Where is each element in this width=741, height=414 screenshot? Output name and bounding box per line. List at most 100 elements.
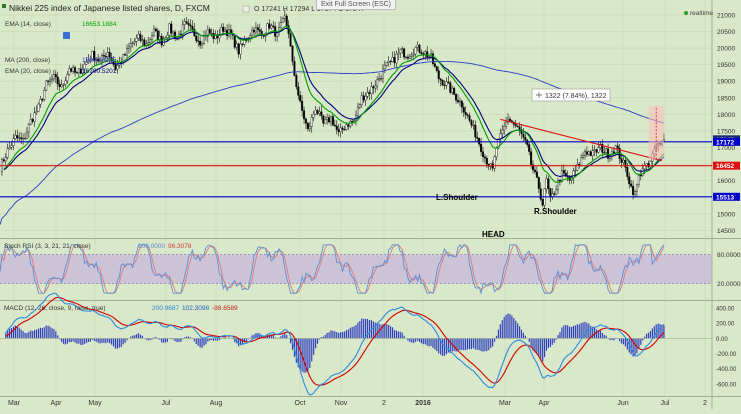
macd-histogram-bar (194, 338, 195, 341)
macd-histogram-bar (282, 335, 283, 339)
candle-body (61, 85, 63, 87)
macd-histogram-bar (430, 338, 431, 345)
exit-fullscreen-button[interactable]: Exit Full Screen (ESC) (316, 0, 396, 10)
macd-histogram-bar (84, 338, 85, 343)
macd-histogram-bar (469, 338, 470, 349)
macd-histogram-bar (161, 338, 162, 342)
macd-histogram-bar (394, 330, 395, 338)
macd-histogram-bar (21, 330, 22, 339)
macd-histogram-bar (425, 338, 426, 344)
candle-body (405, 57, 407, 58)
macd-histogram-bar (540, 338, 541, 359)
candle-body (257, 28, 259, 30)
title-dropdown-icon[interactable] (2, 4, 6, 8)
candle-body (197, 41, 199, 42)
candle-body (269, 24, 271, 28)
macd-histogram-bar (113, 338, 114, 346)
macd-histogram-bar (315, 338, 316, 348)
macd-histogram-bar (105, 338, 106, 343)
candle-body (340, 128, 342, 132)
candle-body (322, 116, 324, 123)
macd-histogram-bar (286, 335, 287, 338)
macd-histogram-bar (355, 325, 356, 338)
candle-body (334, 125, 336, 126)
x-tick-label: Nov (335, 400, 348, 407)
macd-tick-label: -200.00 (716, 352, 737, 358)
macd-histogram-bar (606, 336, 607, 339)
stoch-label: Stoch RSI (3, 3, 21, 21, close) (4, 243, 91, 250)
macd-histogram-bar (621, 338, 622, 343)
macd-tick-label: 0.00 (716, 337, 728, 343)
macd-histogram-bar (436, 338, 437, 351)
candle-body (525, 137, 527, 140)
macd-histogram-bar (78, 338, 79, 343)
candle-body (586, 152, 588, 155)
macd-histogram-bar (11, 328, 12, 338)
candle-body (390, 61, 392, 62)
macd-histogram-bar (484, 338, 485, 351)
macd-histogram-bar (55, 331, 56, 338)
ema14-value: 16653.1884 (82, 21, 117, 28)
candle-body (523, 134, 525, 137)
macd-histogram-bar (646, 334, 647, 339)
candle-body (155, 29, 157, 31)
macd-histogram-bar (604, 335, 605, 338)
macd-histogram-bar (101, 338, 102, 342)
candle-body (440, 79, 442, 80)
candle-body (592, 151, 594, 156)
candle-body (213, 33, 215, 39)
candle-body (65, 81, 67, 84)
candle-body (550, 189, 552, 197)
macd-histogram-bar (459, 338, 460, 350)
candle-body (363, 96, 365, 101)
macd-histogram-bar (631, 338, 632, 354)
macd-histogram-bar (613, 338, 614, 340)
macd-histogram-bar (471, 338, 472, 349)
candle-body (282, 18, 284, 22)
candle-body (267, 24, 269, 33)
macd-histogram-bar (563, 325, 564, 338)
macd-histogram-bar (53, 329, 54, 338)
macd-histogram-bar (88, 338, 89, 342)
macd-histogram-bar (519, 326, 520, 338)
x-tick-label: Aug (210, 400, 223, 407)
macd-histogram-bar (463, 338, 464, 350)
candle-body (315, 110, 317, 114)
macd-histogram-bar (209, 338, 210, 340)
candle-body (49, 80, 51, 81)
macd-histogram-bar (380, 325, 381, 339)
candle-body (271, 26, 273, 28)
candle-body (451, 88, 453, 92)
candle-body (530, 152, 532, 165)
candle-body (255, 28, 257, 33)
macd-histogram-bar (325, 335, 326, 338)
macd-histogram-bar (369, 320, 370, 338)
candle-body (457, 100, 459, 102)
indicator-settings-icon[interactable] (63, 32, 70, 39)
candle-body (627, 167, 629, 176)
candle-body (7, 149, 9, 158)
candle-body (180, 34, 182, 35)
candle-body (613, 152, 615, 154)
macd-value: 200.9687 (152, 305, 179, 312)
candle-body (469, 116, 471, 121)
candle-body (357, 107, 359, 115)
candle-body (338, 130, 340, 132)
candle-body (365, 96, 367, 100)
macd-histogram-bar (554, 338, 555, 342)
candle-body (636, 185, 638, 191)
macd-histogram-bar (352, 327, 353, 338)
symbol-settings-icon[interactable] (243, 6, 249, 12)
macd-histogram-bar (505, 315, 506, 339)
macd-histogram-bar (180, 338, 181, 341)
macd-histogram-bar (313, 338, 314, 354)
candle-body (299, 95, 301, 101)
macd-histogram-bar (213, 338, 214, 340)
macd-histogram-bar (94, 338, 95, 340)
macd-histogram-bar (432, 338, 433, 347)
macd-histogram-bar (454, 338, 455, 351)
candle-body (9, 147, 11, 149)
macd-histogram-bar (13, 327, 14, 339)
